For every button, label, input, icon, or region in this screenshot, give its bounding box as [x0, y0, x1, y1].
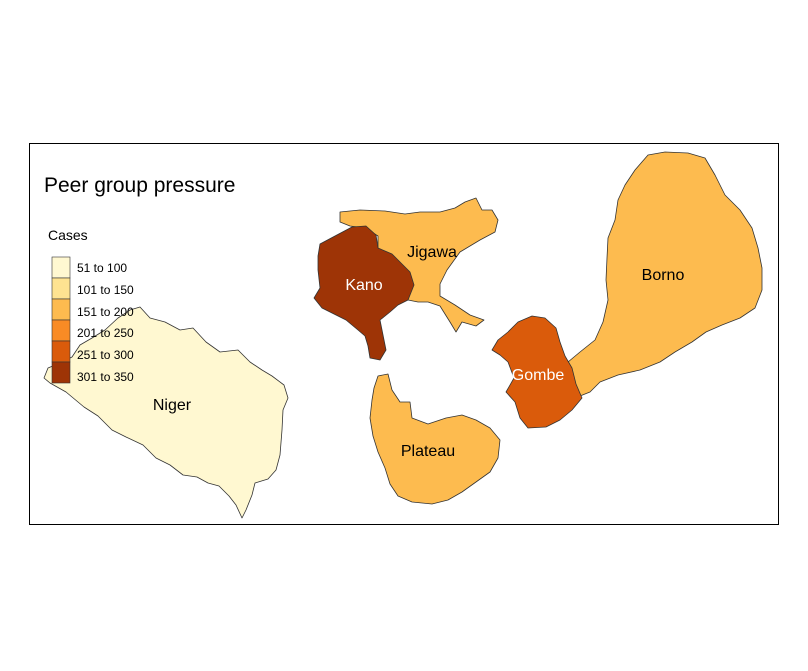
legend-swatch-4: [51, 340, 71, 363]
state-label-gombe: Gombe: [512, 367, 565, 384]
state-label-jigawa: Jigawa: [407, 244, 457, 261]
state-gombe[interactable]: [491, 315, 583, 429]
legend-title: Cases: [48, 227, 88, 243]
map-title: Peer group pressure: [44, 174, 236, 197]
state-label-plateau: Plateau: [401, 443, 455, 460]
legend-swatch-2: [51, 298, 71, 321]
state-plateau[interactable]: [369, 373, 501, 505]
legend-swatch-1: [51, 277, 71, 300]
legend-swatch-3: [51, 319, 71, 342]
state-borno[interactable]: [567, 151, 763, 397]
legend-label-4: 251 to 300: [77, 348, 134, 362]
state-label-borno: Borno: [642, 267, 685, 284]
legend-label-0: 51 to 100: [77, 261, 127, 275]
legend-label-3: 201 to 250: [77, 326, 134, 340]
legend: 51 to 100 101 to 150 151 to 200 201 to 2…: [51, 256, 134, 384]
legend-label-1: 101 to 150: [77, 283, 134, 297]
legend-label-2: 151 to 200: [77, 305, 134, 319]
state-kano[interactable]: [313, 225, 415, 361]
legend-swatch-0: [51, 256, 71, 279]
state-label-kano: Kano: [345, 277, 382, 294]
legend-label-5: 301 to 350: [77, 370, 134, 384]
legend-swatch-5: [51, 361, 71, 384]
state-label-niger: Niger: [153, 397, 192, 414]
